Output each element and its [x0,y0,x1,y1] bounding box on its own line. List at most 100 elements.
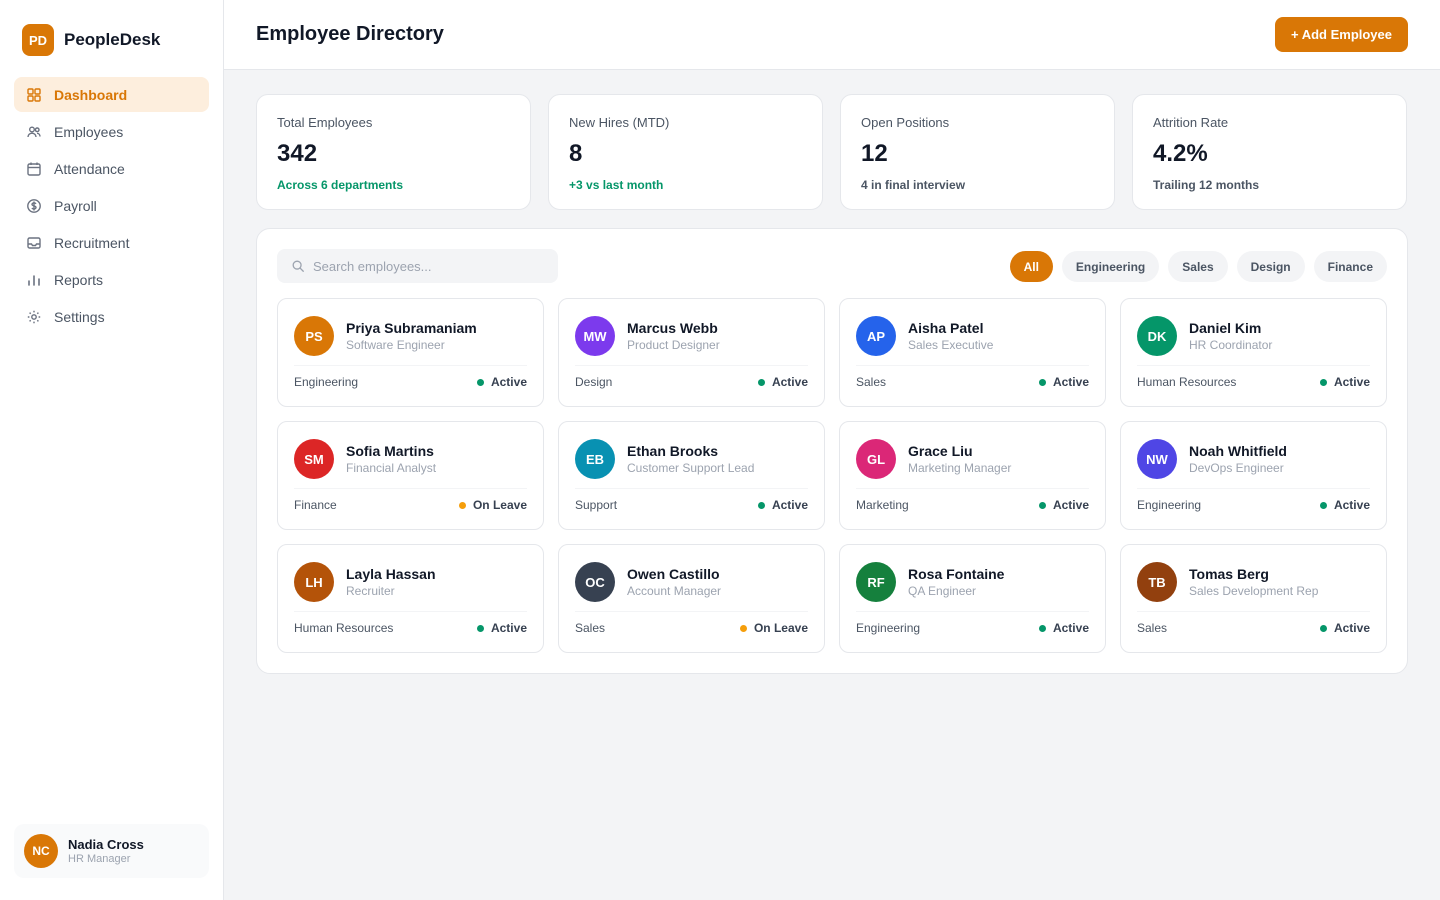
status-badge: Active [1038,498,1089,512]
stat-label: Total Employees [277,115,373,130]
status-label: On Leave [753,621,808,635]
status-badge: Active [1319,621,1370,635]
status-badge: On Leave [739,621,808,635]
employee-card[interactable]: NW Noah Whitfield DevOps Engineer Engineeri… [1120,421,1387,530]
employee-card[interactable]: OC Owen Castillo Account Manager Sales On Le… [558,544,825,653]
sidebar-item-label: Settings [54,308,105,325]
brand[interactable]: PD PeopleDesk [22,24,160,56]
sidebar-item-label: Payroll [54,197,97,214]
user-role: HR Manager [68,853,131,865]
sidebar-item-employees[interactable]: Employees [14,114,209,149]
status-badge: Active [1319,375,1370,389]
status-badge: Active [476,375,527,389]
filter-chip-design[interactable]: Design [1236,251,1305,282]
user-profile-card[interactable]: NC Nadia Cross HR Manager [14,824,209,878]
add-employee-button[interactable]: + Add Employee [1275,17,1408,52]
status-dot-icon [757,378,765,386]
status-label: Active [490,621,527,635]
status-label: Active [1052,375,1089,389]
employee-card[interactable]: EB Ethan Brooks Customer Support Lead Suppo… [558,421,825,530]
employee-title: Software Engineer [346,338,445,352]
employee-card[interactable]: LH Layla Hassan Recruiter Human Resources Ac… [277,544,544,653]
employee-name: Ethan Brooks [627,443,719,459]
employee-card[interactable]: DK Daniel Kim HR Coordinator Human Resource… [1120,298,1387,407]
employee-name: Grace Liu [908,443,973,459]
avatar: PS [294,316,334,356]
avatar: EB [575,439,615,479]
avatar: MW [575,316,615,356]
filter-chip-engineering[interactable]: Engineering [1061,251,1160,282]
status-label: Active [1052,498,1089,512]
filter-chip-finance[interactable]: Finance [1313,251,1387,282]
employee-card[interactable]: TB Tomas Berg Sales Development Rep Sales Ac… [1120,544,1387,653]
employee-title: Recruiter [346,584,395,598]
sidebar-item-settings[interactable]: Settings [14,299,209,334]
avatar: OC [575,562,615,602]
stat-subtext: 4 in final interview [861,178,966,192]
sidebar-item-attendance[interactable]: Attendance [14,151,209,186]
sidebar-item-reports[interactable]: Reports [14,262,209,297]
employee-name: Marcus Webb [627,320,718,336]
gear-icon [26,309,42,325]
status-label: Active [1333,375,1370,389]
employee-directory-panel: All Engineering Sales Design Finance PS Priya… [256,228,1408,674]
status-label: Active [771,375,808,389]
stat-value: 8 [569,140,583,167]
avatar: RF [856,562,896,602]
employee-department: Human Resources [1137,375,1237,389]
stat-subtext: Trailing 12 months [1153,178,1260,192]
employee-card[interactable]: GL Grace Liu Marketing Manager Marketing Act… [839,421,1106,530]
stats-row: Total Employees 342 Across 6 departments Ne… [256,94,1408,210]
employee-name: Sofia Martins [346,443,434,459]
calendar-icon [26,161,42,177]
employee-department: Finance [294,498,337,512]
status-dot-icon [739,624,747,632]
employee-card[interactable]: PS Priya Subramaniam Software Engineer Engi… [277,298,544,407]
status-dot-icon [476,624,484,632]
employee-department: Sales [856,375,887,389]
status-dot-icon [1038,501,1046,509]
sidebar: PD PeopleDesk Dashboard Employees Attendan… [0,0,224,900]
avatar: AP [856,316,896,356]
employee-department: Marketing [856,498,909,512]
employee-card[interactable]: MW Marcus Webb Product Designer Design Activ… [558,298,825,407]
sidebar-item-payroll[interactable]: Payroll [14,188,209,223]
status-label: Active [1333,621,1370,635]
employee-title: Product Designer [627,338,720,352]
search-input[interactable] [313,258,543,274]
status-badge: Active [757,498,808,512]
sidebar-item-dashboard[interactable]: Dashboard [14,77,209,112]
bar-chart-icon [26,272,42,288]
employee-title: Account Manager [627,584,722,598]
status-dot-icon [1319,501,1327,509]
employee-title: Financial Analyst [346,461,437,475]
employee-card[interactable]: AP Aisha Patel Sales Executive Sales Active [839,298,1106,407]
status-badge: On Leave [458,498,527,512]
search-box[interactable] [277,249,558,283]
status-label: Active [771,498,808,512]
filter-chip-all[interactable]: All [1009,251,1053,282]
filter-chip-sales[interactable]: Sales [1168,251,1228,282]
users-icon [26,124,42,140]
employee-name: Tomas Berg [1189,566,1269,582]
stat-label: New Hires (MTD) [569,115,670,130]
stat-subtext: +3 vs last month [569,178,664,192]
search-icon [291,259,305,273]
stat-subtext: Across 6 departments [277,178,404,192]
stat-value: 12 [861,140,888,167]
sidebar-item-recruitment[interactable]: Recruitment [14,225,209,260]
employee-card[interactable]: RF Rosa Fontaine QA Engineer Engineering Act… [839,544,1106,653]
sidebar-item-label: Dashboard [54,86,128,103]
employee-title: QA Engineer [908,584,977,598]
page-title: Employee Directory [256,23,444,45]
status-dot-icon [1038,378,1046,386]
employee-name: Owen Castillo [627,566,720,582]
employee-card[interactable]: SM Sofia Martins Financial Analyst Finance O… [277,421,544,530]
status-badge: Active [757,375,808,389]
department-filters: All Engineering Sales Design Finance [1009,251,1387,282]
status-label: Active [490,375,527,389]
status-dot-icon [476,378,484,386]
employee-title: Customer Support Lead [627,461,755,475]
employee-name: Priya Subramaniam [346,320,477,336]
status-badge: Active [1319,498,1370,512]
